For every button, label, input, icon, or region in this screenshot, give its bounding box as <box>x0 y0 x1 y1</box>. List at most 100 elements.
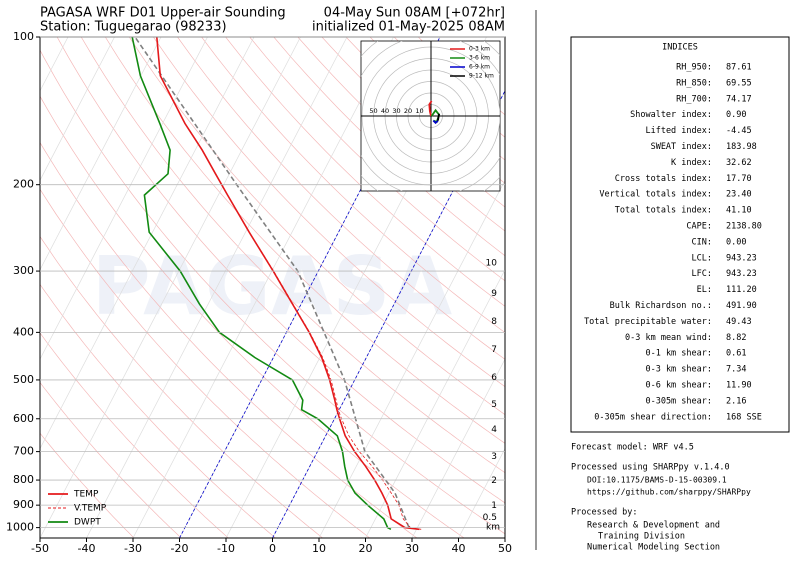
dry-adiabat <box>40 188 371 538</box>
x-tick-label: -10 <box>217 542 235 555</box>
y-tick-label: 200 <box>13 178 34 191</box>
index-label: Total precipitable water: <box>584 317 712 327</box>
hodo-inner <box>361 41 500 191</box>
height-label: 10 <box>486 259 498 269</box>
index-value: -4.45 <box>726 126 752 136</box>
index-label: Bulk Richardson no.: <box>610 301 712 311</box>
index-value: 491.90 <box>726 301 757 311</box>
dry-adiabat <box>105 37 505 444</box>
height-label: 1 <box>491 501 497 511</box>
isotherm <box>40 37 162 271</box>
isotherm <box>458 447 505 538</box>
dry-adiabat <box>273 37 505 257</box>
hodo-trace <box>432 119 439 125</box>
index-value: 168 SSE <box>726 412 762 422</box>
isotherm <box>40 37 301 538</box>
hodo-ring-label: 40 <box>381 107 389 115</box>
index-value: 0.90 <box>726 110 746 120</box>
index-label: Showalter index: <box>630 110 712 120</box>
hodo-trace <box>437 113 440 121</box>
height-label: 0.5 <box>483 513 497 523</box>
hodo-legend-label: 6-9 km <box>469 64 490 71</box>
index-label: LCL: <box>692 253 712 263</box>
dry-adiabat <box>129 37 505 416</box>
index-label: Total totals index: <box>615 206 712 216</box>
indices-table: RH_950: 87.61 RH_850: 69.55 RH_700: 74.17 Show… <box>584 63 762 423</box>
height-label: 8 <box>491 317 497 327</box>
height-label: 2 <box>491 476 497 486</box>
index-label: 0-3 km mean wind: <box>625 333 712 343</box>
index-value: 49.43 <box>726 317 752 327</box>
height-unit: km <box>486 523 500 533</box>
footer-text: Processed by: <box>571 508 638 518</box>
footer-text: Numerical Modeling Section <box>587 543 720 553</box>
x-tick-label: 10 <box>312 542 326 555</box>
index-value: 32.62 <box>726 158 752 168</box>
plot-area <box>0 37 505 538</box>
hodo-trace <box>428 100 433 117</box>
dry-adiabat <box>40 283 276 538</box>
isotherm <box>318 179 505 538</box>
footer: Forecast model: WRF v4.5 Processed using… <box>571 443 751 553</box>
dry-adiabat <box>40 432 135 538</box>
y-tick-label: 900 <box>13 498 34 511</box>
dry-adiabat <box>153 37 505 388</box>
index-value: 74.17 <box>726 94 752 104</box>
chart-subtitle: Station: Tuguegarao (98233) <box>40 20 227 35</box>
index-label: LFC: <box>692 269 712 279</box>
isotherm <box>40 37 208 360</box>
index-label: Vertical totals index: <box>599 190 712 200</box>
isotherm <box>365 268 505 538</box>
isotherm <box>40 37 255 450</box>
hodo-ring-label: 20 <box>404 107 412 115</box>
dry-adiabat <box>40 95 465 538</box>
x-tick-label: 0 <box>269 542 276 555</box>
hodo-legend-label: 3-6 km <box>469 55 490 62</box>
hodo-ring-label: 10 <box>415 107 423 115</box>
init-time: initialized 01-May-2025 08AM <box>312 20 505 35</box>
hodo-ring-label: 30 <box>392 107 400 115</box>
index-label: 0-6 km shear: <box>645 381 712 391</box>
index-label: 0-305m shear: <box>645 396 712 406</box>
isotherm <box>411 358 505 538</box>
hodo-legend-label: 0-3 km <box>469 46 490 53</box>
index-value: 2138.80 <box>726 222 762 232</box>
dry-adiabat <box>80 37 505 474</box>
index-label: 0-3 km shear: <box>645 365 712 375</box>
index-value: 943.23 <box>726 253 757 263</box>
valid-time: 04-May Sun 08AM [+072hr] <box>324 6 505 21</box>
dry-adiabat <box>56 37 505 504</box>
profile-line <box>131 37 392 531</box>
x-tick-label: -50 <box>31 542 49 555</box>
y-tick-label: 100 <box>13 30 34 43</box>
x-tick-label: -20 <box>171 542 189 555</box>
isotherm <box>86 37 348 538</box>
y-tick-label: 1000 <box>6 521 34 534</box>
indices-box <box>570 36 790 433</box>
isotherm <box>0 37 22 538</box>
footer-text: https://github.com/sharppy/SHARPpy <box>587 488 751 497</box>
dry-adiabat <box>177 37 505 360</box>
hodo-ring-label: 50 <box>369 107 377 115</box>
height-label: 3 <box>491 452 497 462</box>
y-tick-label: 500 <box>13 373 34 386</box>
dry-adiabat <box>40 141 418 538</box>
index-value: 87.61 <box>726 63 752 73</box>
y-tick-label: 800 <box>13 473 34 486</box>
index-value: 41.10 <box>726 206 752 216</box>
hodograph: 50 40 30 20 10 0-3 km 3-6 km 6-9 km 9-12 km <box>360 40 501 192</box>
chart-title: PAGASA WRF D01 Upper-air Sounding <box>40 6 286 21</box>
index-label: RH_700: <box>676 94 712 104</box>
index-value: 17.70 <box>726 174 752 184</box>
index-label: EL: <box>697 285 712 295</box>
index-label: Lifted index: <box>645 126 712 136</box>
index-value: 69.55 <box>726 78 752 88</box>
footer-text: Training Division <box>598 532 685 542</box>
height-label: 6 <box>491 373 497 383</box>
watermark: PAGASA <box>92 240 452 333</box>
x-tick-label: -30 <box>124 542 142 555</box>
hodo-legend-label: 9-12 km <box>469 73 494 80</box>
index-label: RH_950: <box>676 63 712 73</box>
x-tick-label: 40 <box>452 542 466 555</box>
